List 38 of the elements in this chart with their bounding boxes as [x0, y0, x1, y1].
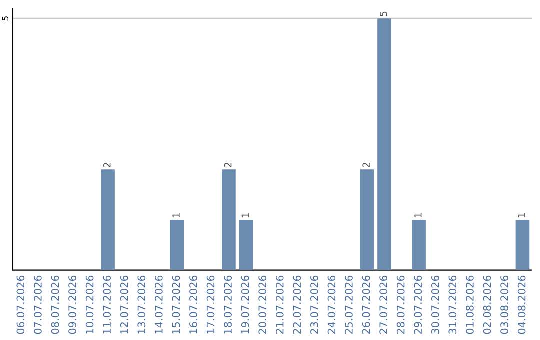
x-tick-label: 13.07.2026 [138, 276, 146, 334]
x-tick-label: 03.08.2026 [500, 276, 508, 334]
x-tick-label: 31.07.2026 [448, 276, 457, 334]
data-label: 1 [242, 213, 249, 218]
data-label: 2 [224, 163, 232, 168]
x-tick-label: 19.07.2026 [241, 276, 250, 334]
data-label: 5 [380, 12, 388, 16]
x-tick-label: 30.07.2026 [431, 276, 440, 334]
x-tick-label: 22.07.2026 [293, 276, 302, 334]
x-tick-label: 24.07.2026 [328, 276, 336, 334]
x-tick-label: 18.07.2026 [224, 276, 232, 334]
x-tick-label: 21.07.2026 [276, 276, 284, 334]
x-tick-label: 16.07.2026 [190, 276, 198, 334]
x-tick-label: 17.07.2026 [206, 276, 215, 334]
x-tick-label: 06.07.2026 [16, 276, 25, 334]
data-label: 1 [518, 213, 526, 218]
data-label: 1 [414, 213, 422, 218]
x-tick-label: 04.08.2026 [518, 276, 526, 334]
data-label: 2 [362, 163, 370, 168]
x-tick-label: 29.07.2026 [414, 276, 422, 334]
x-tick-label: 14.07.2026 [154, 276, 163, 334]
x-tick-label: 12.07.2026 [120, 276, 128, 334]
x-tick-label: 23.07.2026 [310, 276, 318, 334]
x-tick-label: 02.08.2026 [483, 276, 492, 334]
x-tick-label: 28.07.2026 [396, 276, 405, 334]
x-tick-label: 27.07.2026 [380, 276, 388, 334]
data-label: 1 [172, 213, 180, 218]
x-tick-label: 15.07.2026 [172, 276, 180, 334]
x-tick-label: 10.07.2026 [86, 276, 94, 334]
x-tick-label: 08.07.2026 [51, 276, 60, 334]
x-tick-label: 11.07.2026 [103, 276, 112, 334]
data-label: 2 [103, 163, 111, 168]
x-tick-label: 26.07.2026 [362, 276, 370, 334]
x-tick-label: 09.07.2026 [68, 276, 76, 334]
x-tick-label: 01.08.2026 [466, 276, 474, 334]
x-tick-label: 25.07.2026 [345, 276, 353, 334]
x-tick-label: 20.07.2026 [258, 276, 267, 334]
x-tick-label: 07.07.2026 [34, 276, 42, 334]
